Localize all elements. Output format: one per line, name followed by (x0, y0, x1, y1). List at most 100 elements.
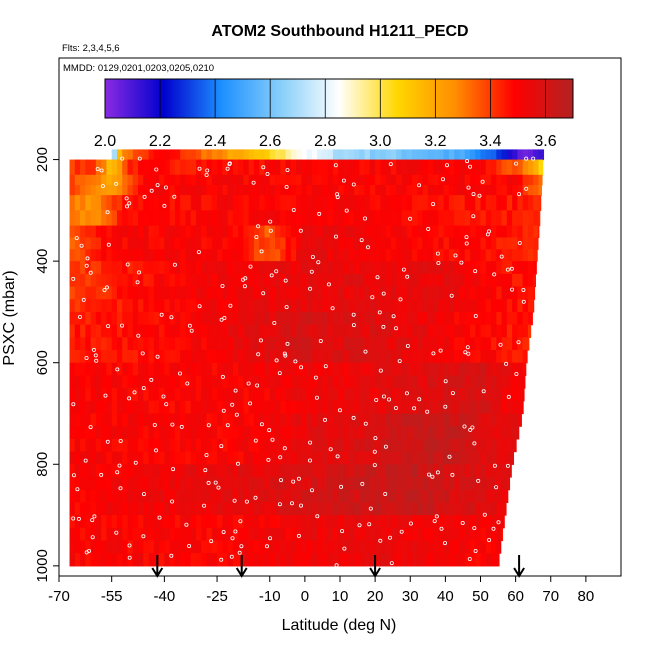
heatmap-cell (111, 149, 118, 161)
heatmap-cell (469, 273, 476, 288)
heatmap-cell (343, 174, 350, 186)
heatmap-cell (116, 426, 123, 440)
heatmap-cell (354, 464, 360, 478)
heatmap-cell (412, 184, 418, 196)
observation-marker (268, 219, 273, 224)
heatmap-cell (385, 476, 392, 491)
observation-marker (187, 544, 192, 549)
observation-marker (471, 214, 476, 219)
heatmap-cell (301, 225, 308, 239)
heatmap-cell (422, 502, 429, 516)
heatmap-cell (111, 464, 118, 478)
heatmap-cell (343, 438, 350, 453)
heatmap-cell (217, 299, 223, 313)
heatmap-cell (354, 426, 360, 440)
heatmap-cell (269, 311, 276, 326)
observation-marker (432, 519, 437, 524)
heatmap-cell (222, 149, 229, 161)
heatmap-cell (169, 195, 176, 211)
heatmap-cell (512, 273, 518, 288)
heatmap-cell (422, 184, 429, 196)
heatmap-cell (512, 451, 515, 465)
heatmap-cell (454, 540, 461, 554)
heatmap-cell (517, 413, 522, 427)
heatmap-cell (227, 400, 234, 415)
heatmap-cell (322, 286, 329, 300)
heatmap-cell (138, 184, 144, 196)
heatmap-cell (475, 261, 482, 275)
heatmap-cell (195, 476, 202, 491)
heatmap-cell (148, 195, 155, 211)
heatmap-cell (380, 502, 387, 516)
heatmap-cell (116, 476, 123, 491)
heatmap-cell (506, 426, 513, 440)
heatmap-cell (491, 324, 497, 338)
heatmap-cell (222, 286, 229, 300)
heatmap-cell (85, 527, 92, 542)
heatmap-cell (280, 502, 287, 516)
heatmap-cell (354, 350, 360, 364)
heatmap-cell (448, 311, 455, 326)
heatmap-cell (195, 451, 202, 465)
heatmap-cell (90, 324, 97, 338)
heatmap-cell (211, 225, 218, 239)
heatmap-cell (485, 174, 492, 186)
heatmap-cell (527, 286, 534, 300)
observation-marker (328, 447, 333, 452)
heatmap-cell (459, 337, 466, 351)
heatmap-cell (185, 350, 192, 364)
heatmap-cell (343, 489, 350, 503)
heatmap-cell (454, 413, 461, 427)
heatmap-cell (143, 149, 150, 161)
heatmap-cell (354, 400, 360, 415)
heatmap-cell (380, 540, 387, 554)
heatmap-cell (275, 210, 281, 227)
heatmap-cell (354, 261, 360, 275)
heatmap-cell (448, 527, 455, 542)
heatmap-cell (238, 184, 245, 196)
heatmap-cell (459, 540, 466, 554)
heatmap-cell (480, 400, 487, 415)
heatmap-cell (332, 515, 339, 529)
heatmap-cell (375, 476, 381, 491)
heatmap-cell (459, 286, 466, 300)
heatmap-cell (164, 149, 171, 161)
observation-marker (219, 557, 224, 562)
heatmap-cell (222, 337, 229, 351)
observation-marker (277, 502, 282, 507)
heatmap-cell (385, 225, 392, 239)
observation-marker (516, 340, 521, 345)
heatmap-cell (369, 174, 376, 186)
heatmap-cell (148, 540, 155, 554)
heatmap-cell (501, 400, 508, 415)
heatmap-cell (290, 225, 297, 239)
x-tick-label: 20 (367, 588, 384, 605)
heatmap-cell (448, 273, 455, 288)
heatmap-cell (348, 413, 355, 427)
observation-marker (472, 441, 477, 446)
heatmap-cell (222, 299, 229, 313)
heatmap-cell (385, 388, 392, 402)
heatmap-cell (290, 324, 297, 338)
heatmap-cell (159, 451, 165, 465)
heatmap-cell (501, 464, 508, 478)
heatmap-cell (90, 540, 97, 554)
heatmap-cell (459, 489, 466, 503)
observation-marker (363, 421, 368, 426)
heatmap-cell (427, 210, 434, 227)
x-tick-label: 30 (402, 588, 419, 605)
heatmap-cell (132, 476, 139, 491)
heatmap-cell (401, 489, 408, 503)
heatmap-cell (438, 159, 445, 176)
heatmap-cell (506, 311, 513, 326)
heatmap-cell (90, 362, 97, 377)
heatmap-cell (348, 476, 355, 491)
heatmap-cell (222, 413, 229, 427)
heatmap-cell (485, 286, 492, 300)
heatmap-cell (285, 273, 292, 288)
heatmap-cell (190, 174, 197, 186)
heatmap-cell (491, 362, 497, 377)
heatmap-cell (90, 337, 97, 351)
observation-marker (283, 278, 288, 283)
heatmap-cell (111, 237, 118, 250)
